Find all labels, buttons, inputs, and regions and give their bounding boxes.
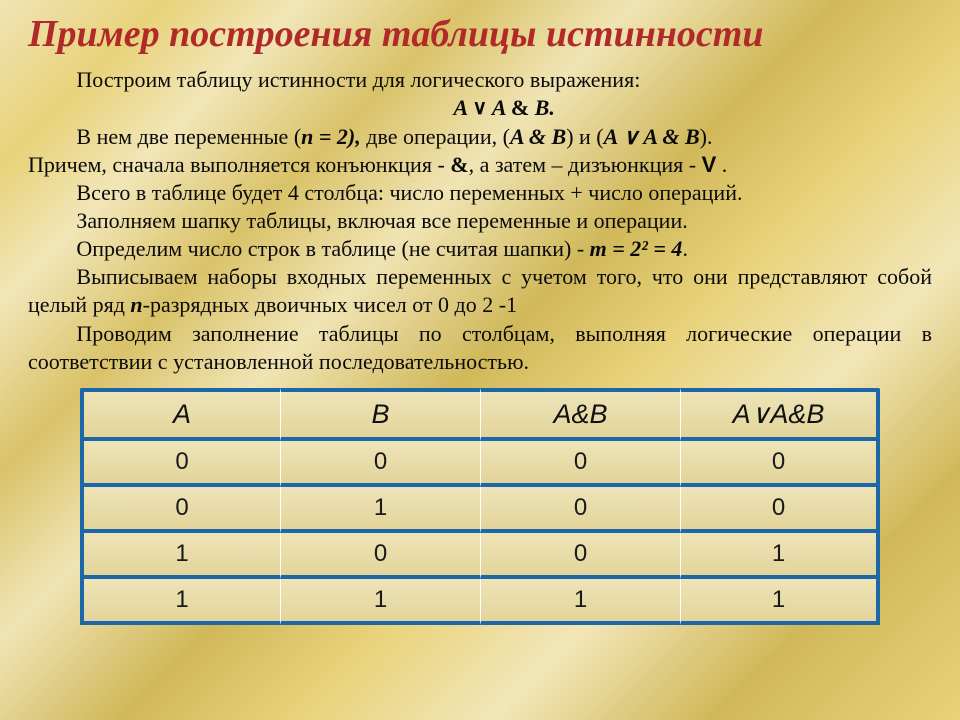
cell: 1 [680,579,880,625]
p2-b: две операции, ( [361,124,510,149]
cell: 0 [680,487,880,533]
cell: 1 [680,533,880,579]
p6-m: m = 2² = 4 [590,236,683,261]
para-3: Причем, сначала выполняется конъюнкция -… [28,151,932,179]
cell: 0 [480,487,680,533]
p3-c: . [716,152,727,177]
para-7: Выписываем наборы входных переменных с у… [28,263,932,319]
col-B: B [280,388,480,441]
cell: 1 [80,579,280,625]
cell: 0 [280,441,480,487]
truth-table: A B A&B A∨A&B 0 0 0 0 0 1 0 0 [80,388,880,625]
p6-a: Определим число строк в таблице (не счит… [76,236,589,261]
para-4: Всего в таблице будет 4 столбца: число п… [28,179,932,207]
table-row: 1 1 1 1 [80,579,880,625]
para-8: Проводим заполнение таблицы по столбцам,… [28,320,932,376]
expr-A2: A [492,95,505,120]
expr-and: & [511,95,529,120]
p2-avab: A ∨ A & B [604,124,700,149]
p6-b: . [682,236,688,261]
p3-amp: & [450,152,468,177]
expr-or: ∨ [473,97,488,119]
col-AandB: A&B [480,388,680,441]
cell: 0 [80,441,280,487]
expr-B: B. [535,95,555,120]
p3-b: , а затем – дизъюнкция - [469,152,702,177]
p2-d: ). [700,124,713,149]
col-AorAB: A∨A&B [680,388,880,441]
p7-b: -разрядных двоичных чисел от 0 до 2 -1 [143,292,517,317]
p2-a: В нем две переменные ( [76,124,301,149]
p7-n: n [130,292,142,317]
cell: 0 [80,487,280,533]
p2-c: ) и ( [566,124,603,149]
p2-n: n = 2), [301,124,361,149]
cell: 1 [480,579,680,625]
table-row: 1 0 0 1 [80,533,880,579]
col-A: A [80,388,280,441]
cell: 0 [480,441,680,487]
cell: 0 [280,533,480,579]
slide-title: Пример построения таблицы истинности [28,14,932,56]
cell: 1 [280,579,480,625]
body-text: Построим таблицу истинности для логическ… [28,66,932,376]
para-6: Определим число строк в таблице (не счит… [28,235,932,263]
para-2: В нем две переменные (n = 2), две операц… [28,123,932,151]
table-row: 0 1 0 0 [80,487,880,533]
cell: 0 [480,533,680,579]
cell: 1 [280,487,480,533]
slide: Пример построения таблицы истинности Пос… [0,0,960,720]
expression-line: A ∨ A & B. [28,94,932,123]
truth-table-wrap: A B A&B A∨A&B 0 0 0 0 0 1 0 0 [80,388,880,625]
para-5: Заполняем шапку таблицы, включая все пер… [28,207,932,235]
cell: 1 [80,533,280,579]
p3-v: V [702,152,717,177]
table-header-row: A B A&B A∨A&B [80,388,880,441]
p3-a: Причем, сначала выполняется конъюнкция - [28,152,450,177]
table-row: 0 0 0 0 [80,441,880,487]
p2-ab: A & B [510,124,566,149]
expr-A: A [454,95,467,120]
cell: 0 [680,441,880,487]
intro-line: Построим таблицу истинности для логическ… [28,66,932,94]
